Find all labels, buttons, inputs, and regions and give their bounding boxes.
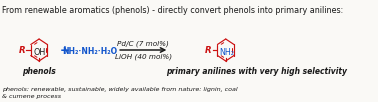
Text: R: R xyxy=(205,46,212,55)
Text: phenols: renewable, sustainable, widely available from nature: lignin, coal: phenols: renewable, sustainable, widely … xyxy=(2,87,237,92)
Text: From renewable aromatics (phenols) - directly convert phenols into primary anili: From renewable aromatics (phenols) - dir… xyxy=(2,6,343,15)
Text: NH₂: NH₂ xyxy=(219,48,234,57)
Text: +: + xyxy=(59,44,69,58)
Text: & cumene process: & cumene process xyxy=(2,94,61,99)
Text: LiOH (40 mol%): LiOH (40 mol%) xyxy=(115,53,172,59)
Text: OH: OH xyxy=(34,48,46,57)
Text: phenols: phenols xyxy=(22,67,56,76)
Text: primary anilines with very high selectivity: primary anilines with very high selectiv… xyxy=(166,67,347,76)
Text: Pd/C (7 mol%): Pd/C (7 mol%) xyxy=(117,40,169,47)
Text: R: R xyxy=(19,46,25,55)
Text: NH₂·NH₂·H₂O: NH₂·NH₂·H₂O xyxy=(63,47,118,55)
